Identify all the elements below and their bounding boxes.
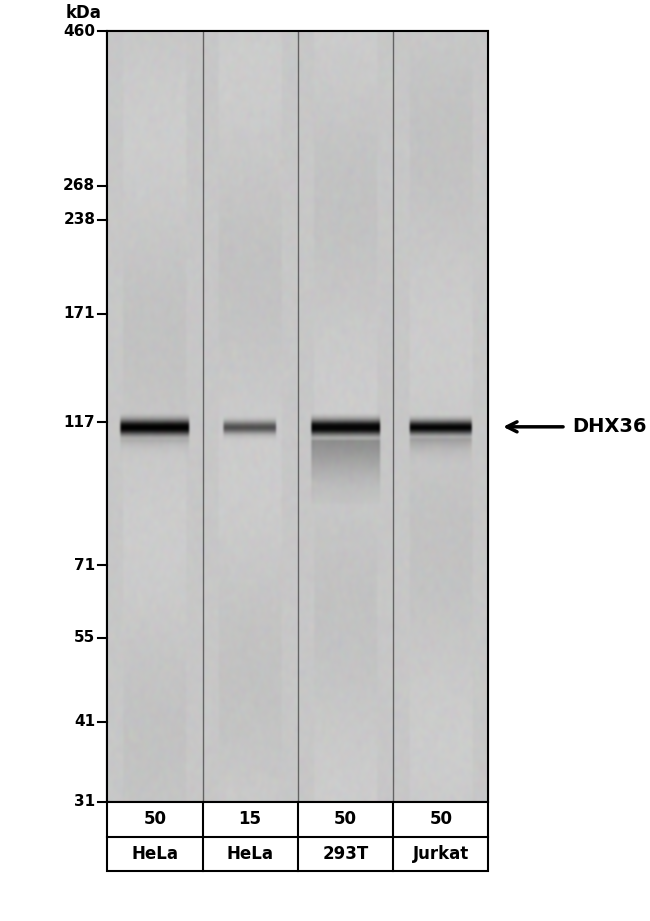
Text: 268: 268 bbox=[63, 178, 96, 193]
Text: 15: 15 bbox=[239, 810, 262, 828]
Bar bbox=[107, 31, 488, 802]
Bar bbox=[107, 31, 488, 802]
Text: kDa: kDa bbox=[66, 5, 101, 22]
Text: 50: 50 bbox=[144, 810, 166, 828]
Text: 117: 117 bbox=[64, 414, 96, 430]
Text: 50: 50 bbox=[334, 810, 357, 828]
Text: 171: 171 bbox=[64, 307, 96, 321]
Text: 31: 31 bbox=[74, 794, 96, 810]
Text: 41: 41 bbox=[74, 715, 96, 729]
Bar bbox=[107, 802, 488, 871]
Text: 460: 460 bbox=[63, 24, 96, 39]
Text: 293T: 293T bbox=[322, 845, 369, 863]
Text: HeLa: HeLa bbox=[131, 845, 178, 863]
Text: 50: 50 bbox=[429, 810, 452, 828]
Text: 55: 55 bbox=[74, 631, 96, 646]
Text: 71: 71 bbox=[74, 557, 96, 573]
Text: 238: 238 bbox=[63, 212, 96, 227]
Text: HeLa: HeLa bbox=[227, 845, 274, 863]
Text: DHX36: DHX36 bbox=[572, 417, 646, 437]
Text: Jurkat: Jurkat bbox=[413, 845, 469, 863]
